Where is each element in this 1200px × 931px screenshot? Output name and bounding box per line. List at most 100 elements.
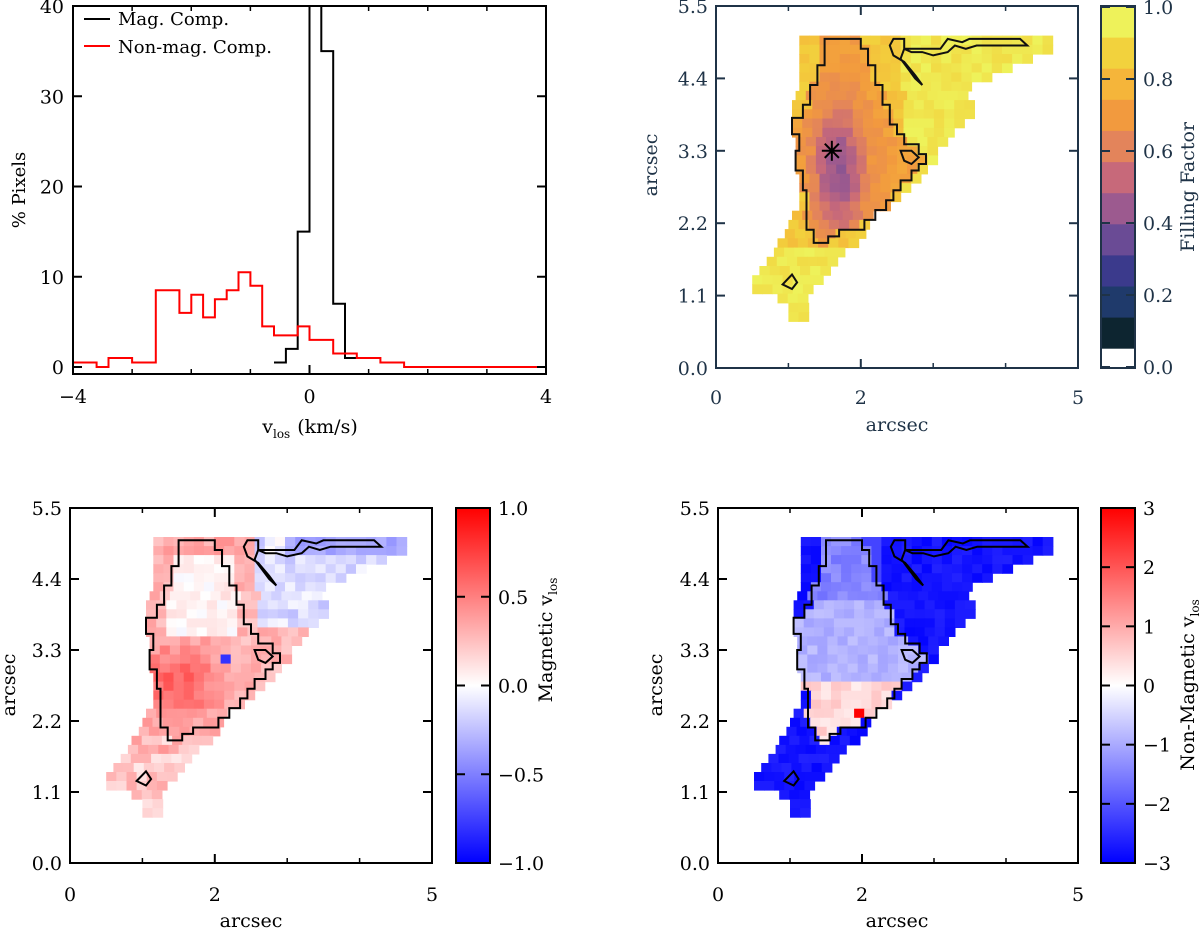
- map-pixel: [803, 618, 815, 628]
- map-pixel: [217, 618, 228, 628]
- map-pixel: [924, 609, 936, 619]
- map-pixel: [841, 699, 852, 710]
- map-pixel: [962, 546, 973, 556]
- map-pixel: [797, 238, 809, 249]
- map-pixel: [159, 663, 171, 674]
- legend-label-nonmag: Non-mag. Comp.: [118, 37, 272, 58]
- map-pixel: [928, 636, 939, 646]
- map-pixel: [153, 564, 164, 574]
- contour-line: [780, 272, 799, 291]
- map-ytick-label: 3.3: [678, 141, 708, 163]
- map-pixel: [934, 600, 946, 610]
- map-pixel: [169, 636, 181, 646]
- map-pixel: [887, 663, 899, 674]
- nonmagnetic-vlos-contour: [782, 539, 1031, 787]
- nonmagnetic-vlos-colorbar-ticks: −3 −2 −1 0 1 2 3: [1101, 498, 1171, 875]
- map-pixel: [1002, 54, 1013, 64]
- map-pixel: [897, 90, 908, 101]
- contour-line: [145, 539, 281, 742]
- map-pixel: [962, 582, 973, 592]
- map-pixel: [251, 654, 262, 665]
- map-pixel: [866, 90, 878, 101]
- map-pixel: [1012, 537, 1024, 547]
- map-pixel: [803, 627, 815, 637]
- map-pixel: [800, 573, 812, 583]
- map-ytick-label: 3.3: [680, 640, 710, 662]
- contour-line: [257, 539, 384, 558]
- map-pixel: [809, 173, 821, 184]
- map-pixel: [308, 618, 319, 628]
- map-pixel: [220, 645, 232, 656]
- map-pixel: [815, 155, 827, 166]
- map-pixel: [166, 627, 177, 637]
- map-pixel: [890, 54, 902, 64]
- map-pixel: [799, 192, 810, 203]
- colorbar-segment: [1101, 37, 1135, 69]
- legend-label-mag: Mag. Comp.: [118, 9, 229, 30]
- map-pixel: [900, 81, 912, 92]
- map-pixel: [182, 717, 194, 728]
- map-pixel: [802, 118, 813, 129]
- map-pixel: [836, 155, 847, 166]
- map-pixel: [816, 726, 828, 737]
- map-pixel: [927, 155, 939, 166]
- map-pixel: [938, 591, 949, 601]
- map-pixel: [961, 81, 973, 92]
- histogram-xtick-label: 0: [303, 386, 315, 408]
- map-pixel: [839, 735, 851, 746]
- histogram-ytick-label: 30: [40, 86, 64, 108]
- map-pixel: [285, 582, 296, 592]
- map-pixel: [951, 81, 962, 92]
- colorbar-tick-label: 2: [1143, 557, 1155, 579]
- map-pixel: [366, 546, 377, 556]
- map-pixel: [156, 609, 167, 619]
- map-pixel: [826, 90, 837, 101]
- map-pixel: [860, 54, 871, 64]
- map-pixel: [812, 118, 823, 129]
- map-pixel: [839, 63, 851, 74]
- map-pixel: [335, 546, 347, 556]
- map-pixel: [281, 654, 293, 665]
- map-pixel: [852, 100, 864, 110]
- map-pixel: [887, 645, 899, 656]
- map-pixel: [183, 672, 195, 683]
- map-pixel: [842, 100, 854, 110]
- map-pixel: [261, 591, 272, 601]
- map-pixel: [769, 266, 781, 276]
- map-pixel: [792, 275, 804, 285]
- map-pixel: [890, 44, 902, 55]
- filling-factor-colorbar-ticks: 0.0 0.2 0.4 0.6 0.8 1.0: [1101, 0, 1173, 379]
- map-xtick-label: 0: [710, 387, 722, 409]
- map-pixel: [193, 717, 204, 728]
- map-pixel: [264, 555, 276, 565]
- map-pixel: [224, 699, 235, 710]
- map-pixel: [972, 564, 983, 574]
- map-pixel: [860, 35, 871, 46]
- map-pixel: [901, 582, 913, 592]
- map-pixel: [1032, 546, 1044, 556]
- map-pixel: [234, 582, 245, 592]
- map-ytick-label: 2.2: [680, 711, 710, 733]
- map-pixel: [826, 744, 837, 755]
- map-pixel: [237, 627, 248, 637]
- map-pixel: [876, 137, 888, 147]
- map-pixel: [220, 591, 232, 601]
- map-pixel: [156, 708, 167, 719]
- map-pixel: [903, 100, 915, 110]
- map-pixel: [183, 690, 195, 701]
- histogram-ytick-label: 10: [40, 267, 64, 289]
- map-pixel: [308, 600, 319, 610]
- map-pixel: [203, 681, 215, 692]
- filling-factor-colorbar: [1101, 6, 1135, 368]
- map-pixel: [860, 173, 871, 184]
- map-pixel: [298, 627, 309, 637]
- map-pixel: [809, 81, 821, 92]
- map-pixel: [295, 546, 306, 556]
- map-pixel: [819, 192, 831, 203]
- map-pixel: [821, 681, 832, 692]
- map-pixel: [822, 210, 834, 221]
- map-pixel: [805, 90, 817, 101]
- map-pixel: [1022, 537, 1034, 547]
- map-pixel: [917, 90, 928, 101]
- map-pixel: [877, 654, 889, 665]
